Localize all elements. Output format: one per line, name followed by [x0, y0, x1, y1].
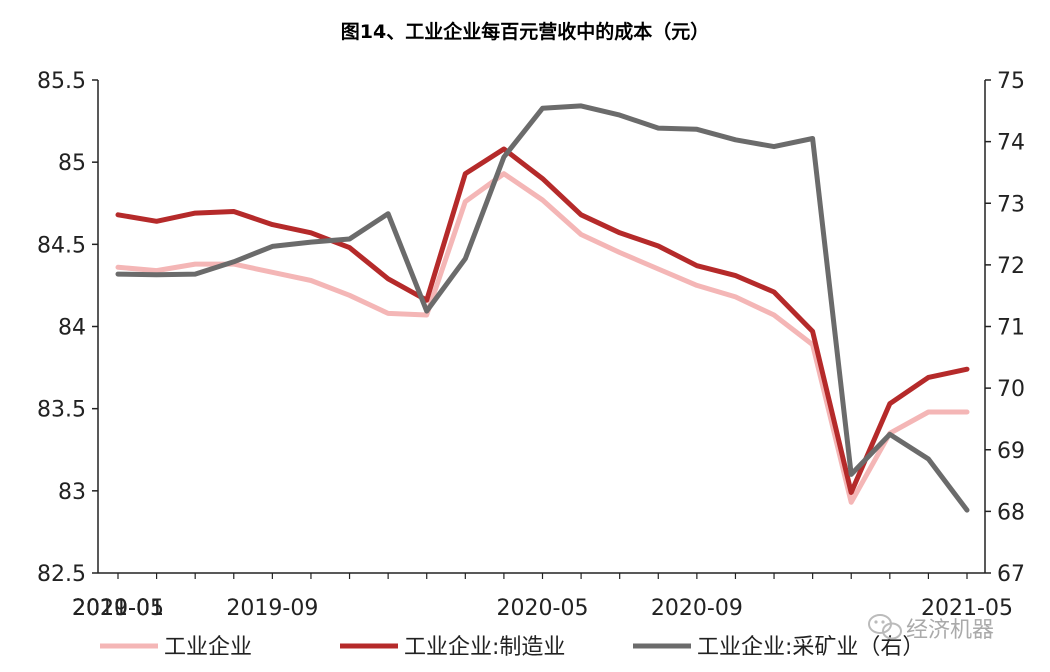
y-right-tick-label: 74 [997, 131, 1025, 156]
y-right-tick-label: 73 [997, 192, 1025, 217]
y-right-tick-label: 67 [997, 562, 1025, 587]
legend: 工业企业 工业企业:制造业 工业企业:采矿业（右） [100, 635, 924, 660]
y-left-tick-label: 84 [58, 316, 86, 341]
y-left-tick-label: 85 [58, 151, 86, 176]
y-left-tick-label: 83.5 [37, 398, 86, 423]
x-tick-label: 2019-09 [226, 596, 318, 621]
y-right-tick-label: 72 [997, 254, 1025, 279]
chart-title: 图14、工业企业每百元营收中的成本（元） [341, 20, 709, 43]
legend-label: 工业企业:制造业 [404, 635, 565, 660]
axes: 82.5 83 83.5 84 84.5 85 85.5 67 68 69 70 71 72 73 74 75… [37, 69, 1025, 621]
y-right-tick-label: 69 [997, 439, 1025, 464]
x-tick-label: 2021-01 [72, 596, 164, 621]
plot-lines [118, 106, 967, 510]
y-right-tick-label: 68 [997, 500, 1025, 525]
y-left-tick-label: 82.5 [37, 562, 86, 587]
watermark-text: 经济机器 [906, 618, 994, 643]
legend-label: 工业企业 [164, 635, 252, 660]
y-right-tick-label: 71 [997, 316, 1025, 341]
y-left-tick-label: 84.5 [37, 233, 86, 258]
x-tick-label: 2020-05 [497, 596, 589, 621]
x-tick-label: 2020-09 [651, 596, 743, 621]
y-left-tick-label: 85.5 [37, 69, 86, 94]
y-right-tick-label: 75 [997, 69, 1025, 94]
y-right-tick-label: 70 [997, 377, 1025, 402]
y-left-tick-label: 83 [58, 480, 86, 505]
